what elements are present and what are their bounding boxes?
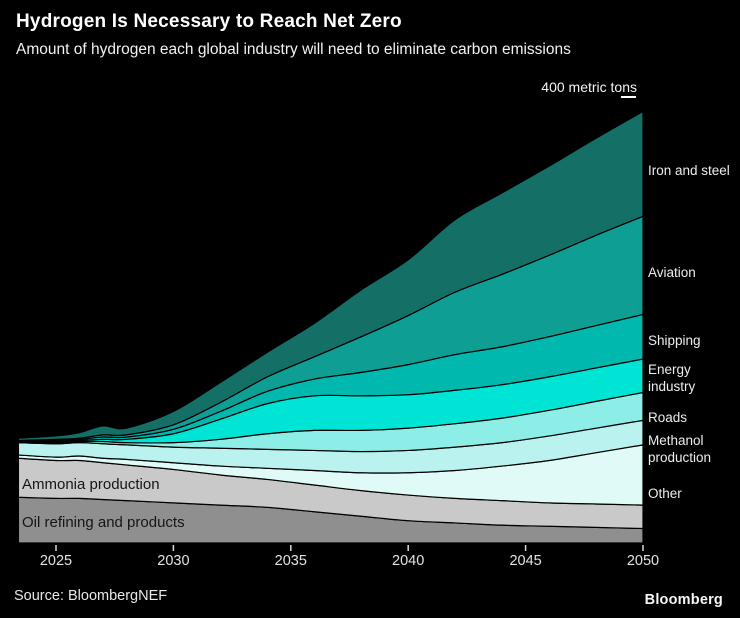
series-label-other: Other xyxy=(648,486,682,501)
x-axis-label-2030: 2030 xyxy=(157,553,190,569)
page-subtitle: Amount of hydrogen each global industry … xyxy=(16,41,571,58)
page-title: Hydrogen Is Necessary to Reach Net Zero xyxy=(16,11,402,32)
area-iron-and-steel xyxy=(17,110,644,442)
series-label-iron-and-steel: Iron and steel xyxy=(648,163,730,178)
series-label-ammonia-production: Ammonia production xyxy=(22,476,160,493)
series-label-methanol-production: Methanol production xyxy=(648,433,712,466)
x-axis-label-2040: 2040 xyxy=(392,553,425,569)
x-axis-label-2025: 2025 xyxy=(39,553,73,569)
series-label-aviation: Aviation xyxy=(648,265,696,280)
x-axis-label-2035: 2035 xyxy=(274,553,307,569)
x-axis-label-2050: 2050 xyxy=(626,553,660,569)
series-label-energy-industry: Energy industry xyxy=(648,362,696,395)
axis-max-annotation: 400 metric tons xyxy=(541,79,637,95)
bloomberg-logo: Bloomberg xyxy=(644,592,723,608)
source-credit: Source: BloombergNEF xyxy=(14,588,168,604)
series-label-oil-refining: Oil refining and products xyxy=(22,514,185,531)
x-axis-label-2045: 2045 xyxy=(509,553,542,569)
axis-max-tick xyxy=(621,96,636,98)
series-label-shipping: Shipping xyxy=(648,333,701,348)
series-label-roads: Roads xyxy=(648,410,688,425)
